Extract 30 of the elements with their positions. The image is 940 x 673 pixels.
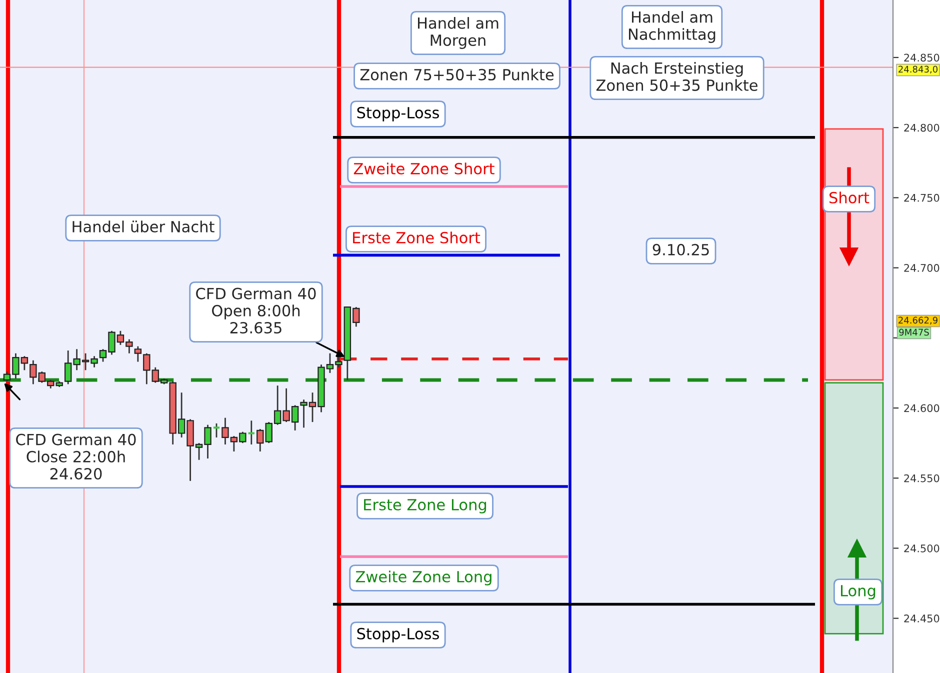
- ref-line-label: Zweite Zone Long: [356, 570, 492, 586]
- y-tick-label: 24.550: [904, 474, 940, 482]
- y-tick-label: 24.750: [904, 194, 940, 202]
- annotation: 9.10.25: [652, 244, 709, 256]
- candlestick: [247, 420, 256, 446]
- annotation: CFD German 40 Close 22:00h 24.620: [16, 434, 136, 480]
- ref-line-label: Zweite Zone Short: [354, 162, 494, 174]
- annotation: Handel am Nachmittag: [628, 11, 716, 43]
- candlestick: [212, 422, 221, 438]
- y-tick-label: 24.450: [904, 614, 940, 622]
- text: 24.843,0: [898, 66, 938, 74]
- annotation: Handel über Nacht: [72, 220, 214, 232]
- annotation: Handel am Morgen: [418, 17, 498, 49]
- ref-line-label: Erste Zone Long: [364, 499, 486, 514]
- annotation: CFD German 40 Open 8:00h 23.635: [196, 288, 316, 334]
- y-tick-label: 24.800: [904, 124, 940, 132]
- band-label: Short: [830, 192, 870, 204]
- annotation: Zonen 75+50+35 Punkte: [360, 68, 554, 80]
- candlestick: [134, 346, 142, 362]
- annotation: Nach Ersteinstieg Zonen 50+35 Punkte: [596, 62, 758, 91]
- y-tick-label: 24.700: [904, 264, 940, 272]
- y-tick-label: 24.500: [904, 544, 940, 552]
- y-tick-label: 24.600: [904, 404, 940, 412]
- ref-line-label: Stopp-Loss: [357, 628, 439, 642]
- text: 9M47S: [899, 328, 929, 336]
- text: 24.662,9: [898, 316, 938, 325]
- band-label: Long: [841, 585, 876, 600]
- ref-line-label: Erste Zone Short: [353, 232, 480, 244]
- y-tick-label: 24.850: [904, 54, 940, 62]
- ref-line-label: Stopp-Loss: [357, 106, 439, 122]
